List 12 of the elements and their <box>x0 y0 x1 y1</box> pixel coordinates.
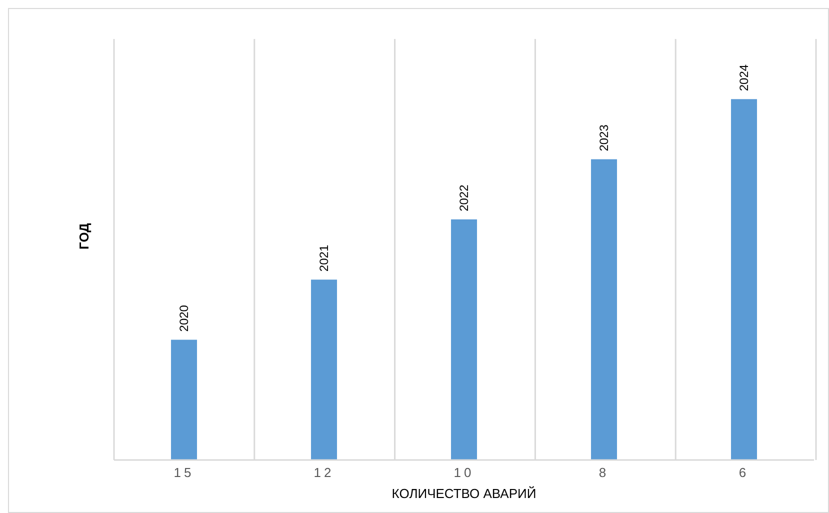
x-tick-label: 12 <box>314 465 334 480</box>
x-tick-label: 8 <box>598 465 610 480</box>
x-tick-label: 10 <box>454 465 474 480</box>
data-label: 2022 <box>457 184 471 212</box>
data-label: 2020 <box>177 304 191 332</box>
data-label: 2024 <box>737 64 751 92</box>
x-tick-label: 6 <box>738 465 750 480</box>
x-axis-title: КОЛИЧЕСТВО АВАРИЙ <box>392 486 536 501</box>
data-label: 2021 <box>317 244 331 272</box>
data-label: 2023 <box>597 124 611 152</box>
x-tick-label: 15 <box>174 465 194 480</box>
y-axis-title: ГОД <box>76 222 92 250</box>
